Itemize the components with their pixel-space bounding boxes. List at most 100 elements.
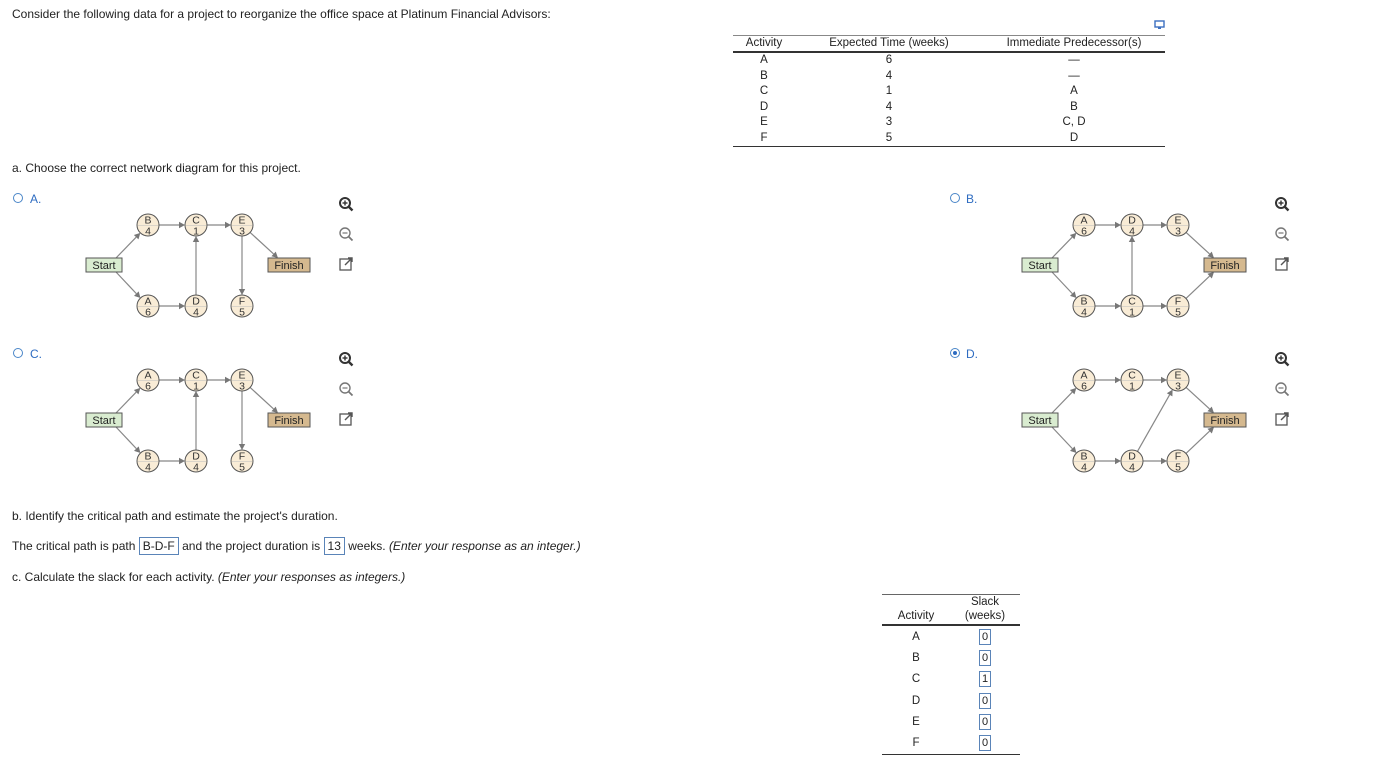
critical-path-input[interactable]: B-D-F bbox=[138, 537, 179, 555]
dependency-arrow bbox=[1185, 386, 1210, 410]
activity-node: B4 bbox=[136, 449, 160, 474]
slack-activity-cell: C bbox=[911, 673, 921, 686]
sentence-post: weeks. bbox=[348, 539, 386, 553]
activity-node-circle bbox=[1120, 449, 1144, 473]
popout-icon[interactable] bbox=[338, 256, 354, 272]
slack-input[interactable]: 0 bbox=[979, 713, 991, 730]
option-a-label[interactable]: A. bbox=[30, 192, 42, 206]
zoom-out-icon[interactable] bbox=[338, 226, 354, 242]
predecessor-cell: B bbox=[1070, 100, 1078, 113]
part-b-hint: (Enter your response as an integer.) bbox=[388, 539, 581, 553]
option-c-radio[interactable] bbox=[13, 348, 23, 358]
activity-node-circle bbox=[1072, 213, 1096, 237]
arrowhead bbox=[1069, 387, 1077, 395]
finish-box bbox=[1203, 257, 1247, 273]
arrowhead bbox=[225, 221, 231, 229]
node-duration-label: 1 bbox=[193, 381, 199, 393]
slack-value-cell: 1 bbox=[950, 669, 1020, 690]
activity-node: B4 bbox=[1072, 449, 1096, 474]
option-a-radio[interactable] bbox=[13, 193, 23, 203]
slack-header-line1: Slack bbox=[970, 596, 1000, 608]
zoom-out-icon[interactable] bbox=[1274, 381, 1290, 397]
zoom-in-icon[interactable] bbox=[338, 196, 354, 212]
node-duration-label: 5 bbox=[239, 307, 245, 319]
zoom-in-icon[interactable] bbox=[1274, 351, 1290, 367]
node-activity-label: E bbox=[1174, 215, 1181, 227]
slack-value-cell: 0 bbox=[950, 690, 1020, 711]
node-activity-label: D bbox=[1128, 451, 1136, 463]
activity-node-circle bbox=[1166, 294, 1190, 318]
node-duration-label: 6 bbox=[145, 381, 151, 393]
node-activity-label: D bbox=[192, 451, 200, 463]
option-d-label[interactable]: D. bbox=[966, 347, 978, 361]
node-activity-label: D bbox=[1128, 215, 1136, 227]
activity-node: C1 bbox=[184, 368, 208, 393]
option-c-label[interactable]: C. bbox=[30, 347, 42, 361]
node-activity-label: E bbox=[238, 370, 245, 382]
activity-node-circle bbox=[1166, 449, 1190, 473]
activity-node-circle bbox=[1120, 368, 1144, 392]
activity-node-circle bbox=[136, 368, 160, 392]
arrowhead bbox=[1069, 232, 1077, 240]
part-c-question: c. Calculate the slack for each activity… bbox=[12, 570, 405, 584]
arrowhead bbox=[179, 457, 185, 465]
node-activity-label: C bbox=[1128, 370, 1136, 382]
slack-input[interactable]: 1 bbox=[979, 671, 991, 688]
part-c-hint: (Enter your responses as integers.) bbox=[217, 570, 406, 584]
arrowhead bbox=[134, 446, 141, 453]
node-activity-label: A bbox=[144, 296, 151, 308]
arrowhead bbox=[1115, 376, 1121, 384]
arrowhead bbox=[1115, 221, 1121, 229]
node-duration-label: 6 bbox=[1081, 226, 1087, 238]
node-duration-label: 3 bbox=[1175, 226, 1181, 238]
time-cell: 5 bbox=[795, 130, 983, 147]
slack-input[interactable]: 0 bbox=[979, 649, 991, 666]
activity-node-circle bbox=[1166, 368, 1190, 392]
duration-input[interactable]: 13 bbox=[323, 537, 345, 555]
activity-node-circle bbox=[1072, 449, 1096, 473]
dependency-arrow bbox=[1185, 231, 1210, 255]
activity-node-circle bbox=[230, 213, 254, 237]
time-cell: 4 bbox=[885, 69, 893, 82]
zoom-in-icon[interactable] bbox=[1274, 196, 1290, 212]
activity-node: E3 bbox=[1166, 368, 1190, 393]
activity-node: E3 bbox=[230, 368, 254, 393]
option-d-radio[interactable] bbox=[950, 348, 960, 358]
slack-input[interactable]: 0 bbox=[979, 692, 991, 709]
zoom-in-icon[interactable] bbox=[338, 351, 354, 367]
node-activity-label: A bbox=[1080, 215, 1087, 227]
node-duration-label: 4 bbox=[145, 226, 151, 238]
part-a-question: a. Choose the correct network diagram fo… bbox=[12, 161, 301, 175]
option-b-label[interactable]: B. bbox=[966, 192, 978, 206]
dependency-arrow bbox=[1185, 275, 1211, 299]
popout-icon[interactable] bbox=[1274, 256, 1290, 272]
slack-input[interactable]: 0 bbox=[979, 628, 991, 645]
slack-activity-cell: F bbox=[882, 732, 950, 755]
popout-icon[interactable] bbox=[338, 411, 354, 427]
option-b-radio[interactable] bbox=[950, 193, 960, 203]
activity-node-circle bbox=[184, 213, 208, 237]
data-table-row: A 6 — bbox=[733, 52, 1165, 69]
data-table-row: D 4 B bbox=[733, 100, 1165, 116]
start-box bbox=[85, 412, 123, 428]
activity-node: F5 bbox=[230, 449, 254, 474]
arrowhead bbox=[1128, 236, 1136, 242]
node-duration-label: 3 bbox=[1175, 381, 1181, 393]
activity-data-table: Activity Expected Time (weeks) Immediate… bbox=[733, 35, 1165, 147]
arrowhead bbox=[192, 236, 200, 242]
copy-icon[interactable] bbox=[1154, 20, 1166, 30]
zoom-out-icon[interactable] bbox=[338, 381, 354, 397]
slack-activity-cell: D bbox=[911, 694, 921, 707]
time-cell: 1 bbox=[885, 85, 893, 97]
slack-input[interactable]: 0 bbox=[979, 735, 991, 752]
activity-node: D4 bbox=[184, 449, 208, 474]
popout-icon[interactable] bbox=[1274, 411, 1290, 427]
dependency-arrow bbox=[1051, 236, 1073, 259]
zoom-out-icon[interactable] bbox=[1274, 226, 1290, 242]
